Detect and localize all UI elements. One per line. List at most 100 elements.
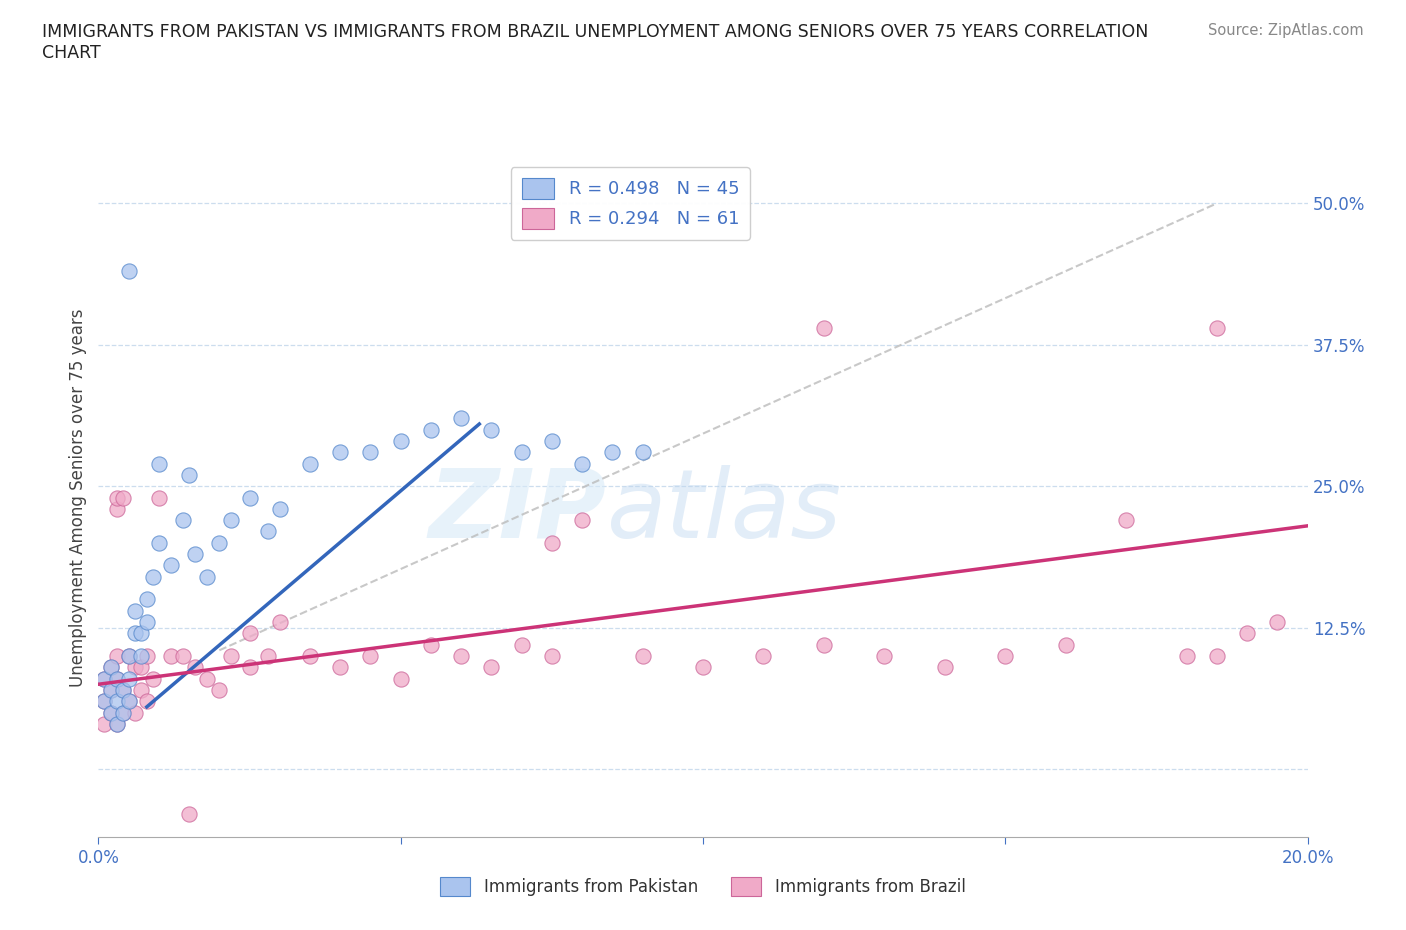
Point (994, 648, 1017, 663)
Point (105, 671, 128, 686)
Point (124, 626, 146, 641)
Point (813, 637, 835, 652)
Point (93, 694, 115, 709)
Point (602, 445, 624, 459)
Point (269, 501, 291, 516)
Point (179, 807, 201, 822)
Point (184, 547, 207, 562)
Point (105, 501, 128, 516)
Point (100, 660, 122, 675)
Point (420, 422, 443, 437)
Point (1206, 648, 1229, 663)
Point (510, 445, 533, 459)
Point (100, 705, 122, 720)
Point (1054, 637, 1077, 652)
Text: Source: ZipAtlas.com: Source: ZipAtlas.com (1208, 23, 1364, 38)
Point (135, 648, 157, 663)
Point (873, 648, 896, 663)
Point (111, 705, 134, 720)
Point (118, 648, 141, 663)
Legend: Immigrants from Pakistan, Immigrants from Brazil: Immigrants from Pakistan, Immigrants fro… (434, 870, 972, 903)
Point (129, 683, 152, 698)
Point (148, 536, 170, 551)
Point (111, 683, 134, 698)
Point (129, 626, 152, 641)
Point (256, 525, 278, 539)
Point (329, 660, 352, 675)
Point (100, 660, 122, 675)
Point (239, 490, 262, 505)
Point (571, 457, 593, 472)
Point (160, 558, 183, 573)
Point (184, 660, 207, 675)
Point (481, 660, 503, 675)
Point (118, 648, 141, 663)
Point (752, 648, 775, 663)
Point (93, 671, 115, 686)
Point (135, 615, 157, 630)
Point (118, 694, 141, 709)
Point (129, 648, 152, 663)
Point (299, 457, 322, 472)
Point (118, 671, 141, 686)
Point (934, 660, 956, 675)
Point (93, 671, 115, 686)
Legend: R = 0.498   N = 45, R = 0.294   N = 61: R = 0.498 N = 45, R = 0.294 N = 61 (510, 167, 749, 240)
Point (420, 637, 443, 652)
Point (1175, 648, 1198, 663)
Point (105, 716, 128, 731)
Text: CHART: CHART (42, 44, 101, 61)
Point (221, 512, 243, 527)
Point (450, 648, 472, 663)
Y-axis label: Unemployment Among Seniors over 75 years: Unemployment Among Seniors over 75 years (69, 309, 87, 686)
Point (221, 648, 243, 663)
Point (360, 648, 382, 663)
Point (142, 671, 165, 686)
Point (100, 683, 122, 698)
Point (208, 683, 231, 698)
Point (129, 660, 152, 675)
Point (481, 422, 503, 437)
Point (124, 604, 146, 618)
Text: atlas: atlas (606, 465, 841, 558)
Point (1267, 615, 1289, 630)
Point (172, 648, 194, 663)
Point (813, 321, 835, 336)
Point (118, 694, 141, 709)
Point (148, 457, 170, 472)
Point (105, 490, 128, 505)
Point (1206, 321, 1229, 336)
Point (239, 660, 262, 675)
Point (631, 445, 654, 459)
Point (105, 716, 128, 731)
Point (172, 512, 194, 527)
Point (540, 648, 562, 663)
Point (631, 648, 654, 663)
Point (100, 683, 122, 698)
Point (1236, 626, 1258, 641)
Point (540, 433, 562, 448)
Point (299, 648, 322, 663)
Point (540, 536, 562, 551)
Point (360, 445, 382, 459)
Point (135, 694, 157, 709)
Point (93, 694, 115, 709)
Point (179, 468, 201, 483)
Point (389, 433, 412, 448)
Point (111, 705, 134, 720)
Point (269, 615, 291, 630)
Point (510, 637, 533, 652)
Point (208, 536, 231, 551)
Point (1115, 512, 1137, 527)
Point (571, 512, 593, 527)
Point (118, 264, 141, 279)
Point (135, 592, 157, 607)
Point (148, 490, 170, 505)
Point (100, 705, 122, 720)
Point (111, 683, 134, 698)
Point (195, 671, 218, 686)
Point (195, 569, 218, 584)
Point (93, 716, 115, 731)
Point (256, 648, 278, 663)
Point (450, 411, 472, 426)
